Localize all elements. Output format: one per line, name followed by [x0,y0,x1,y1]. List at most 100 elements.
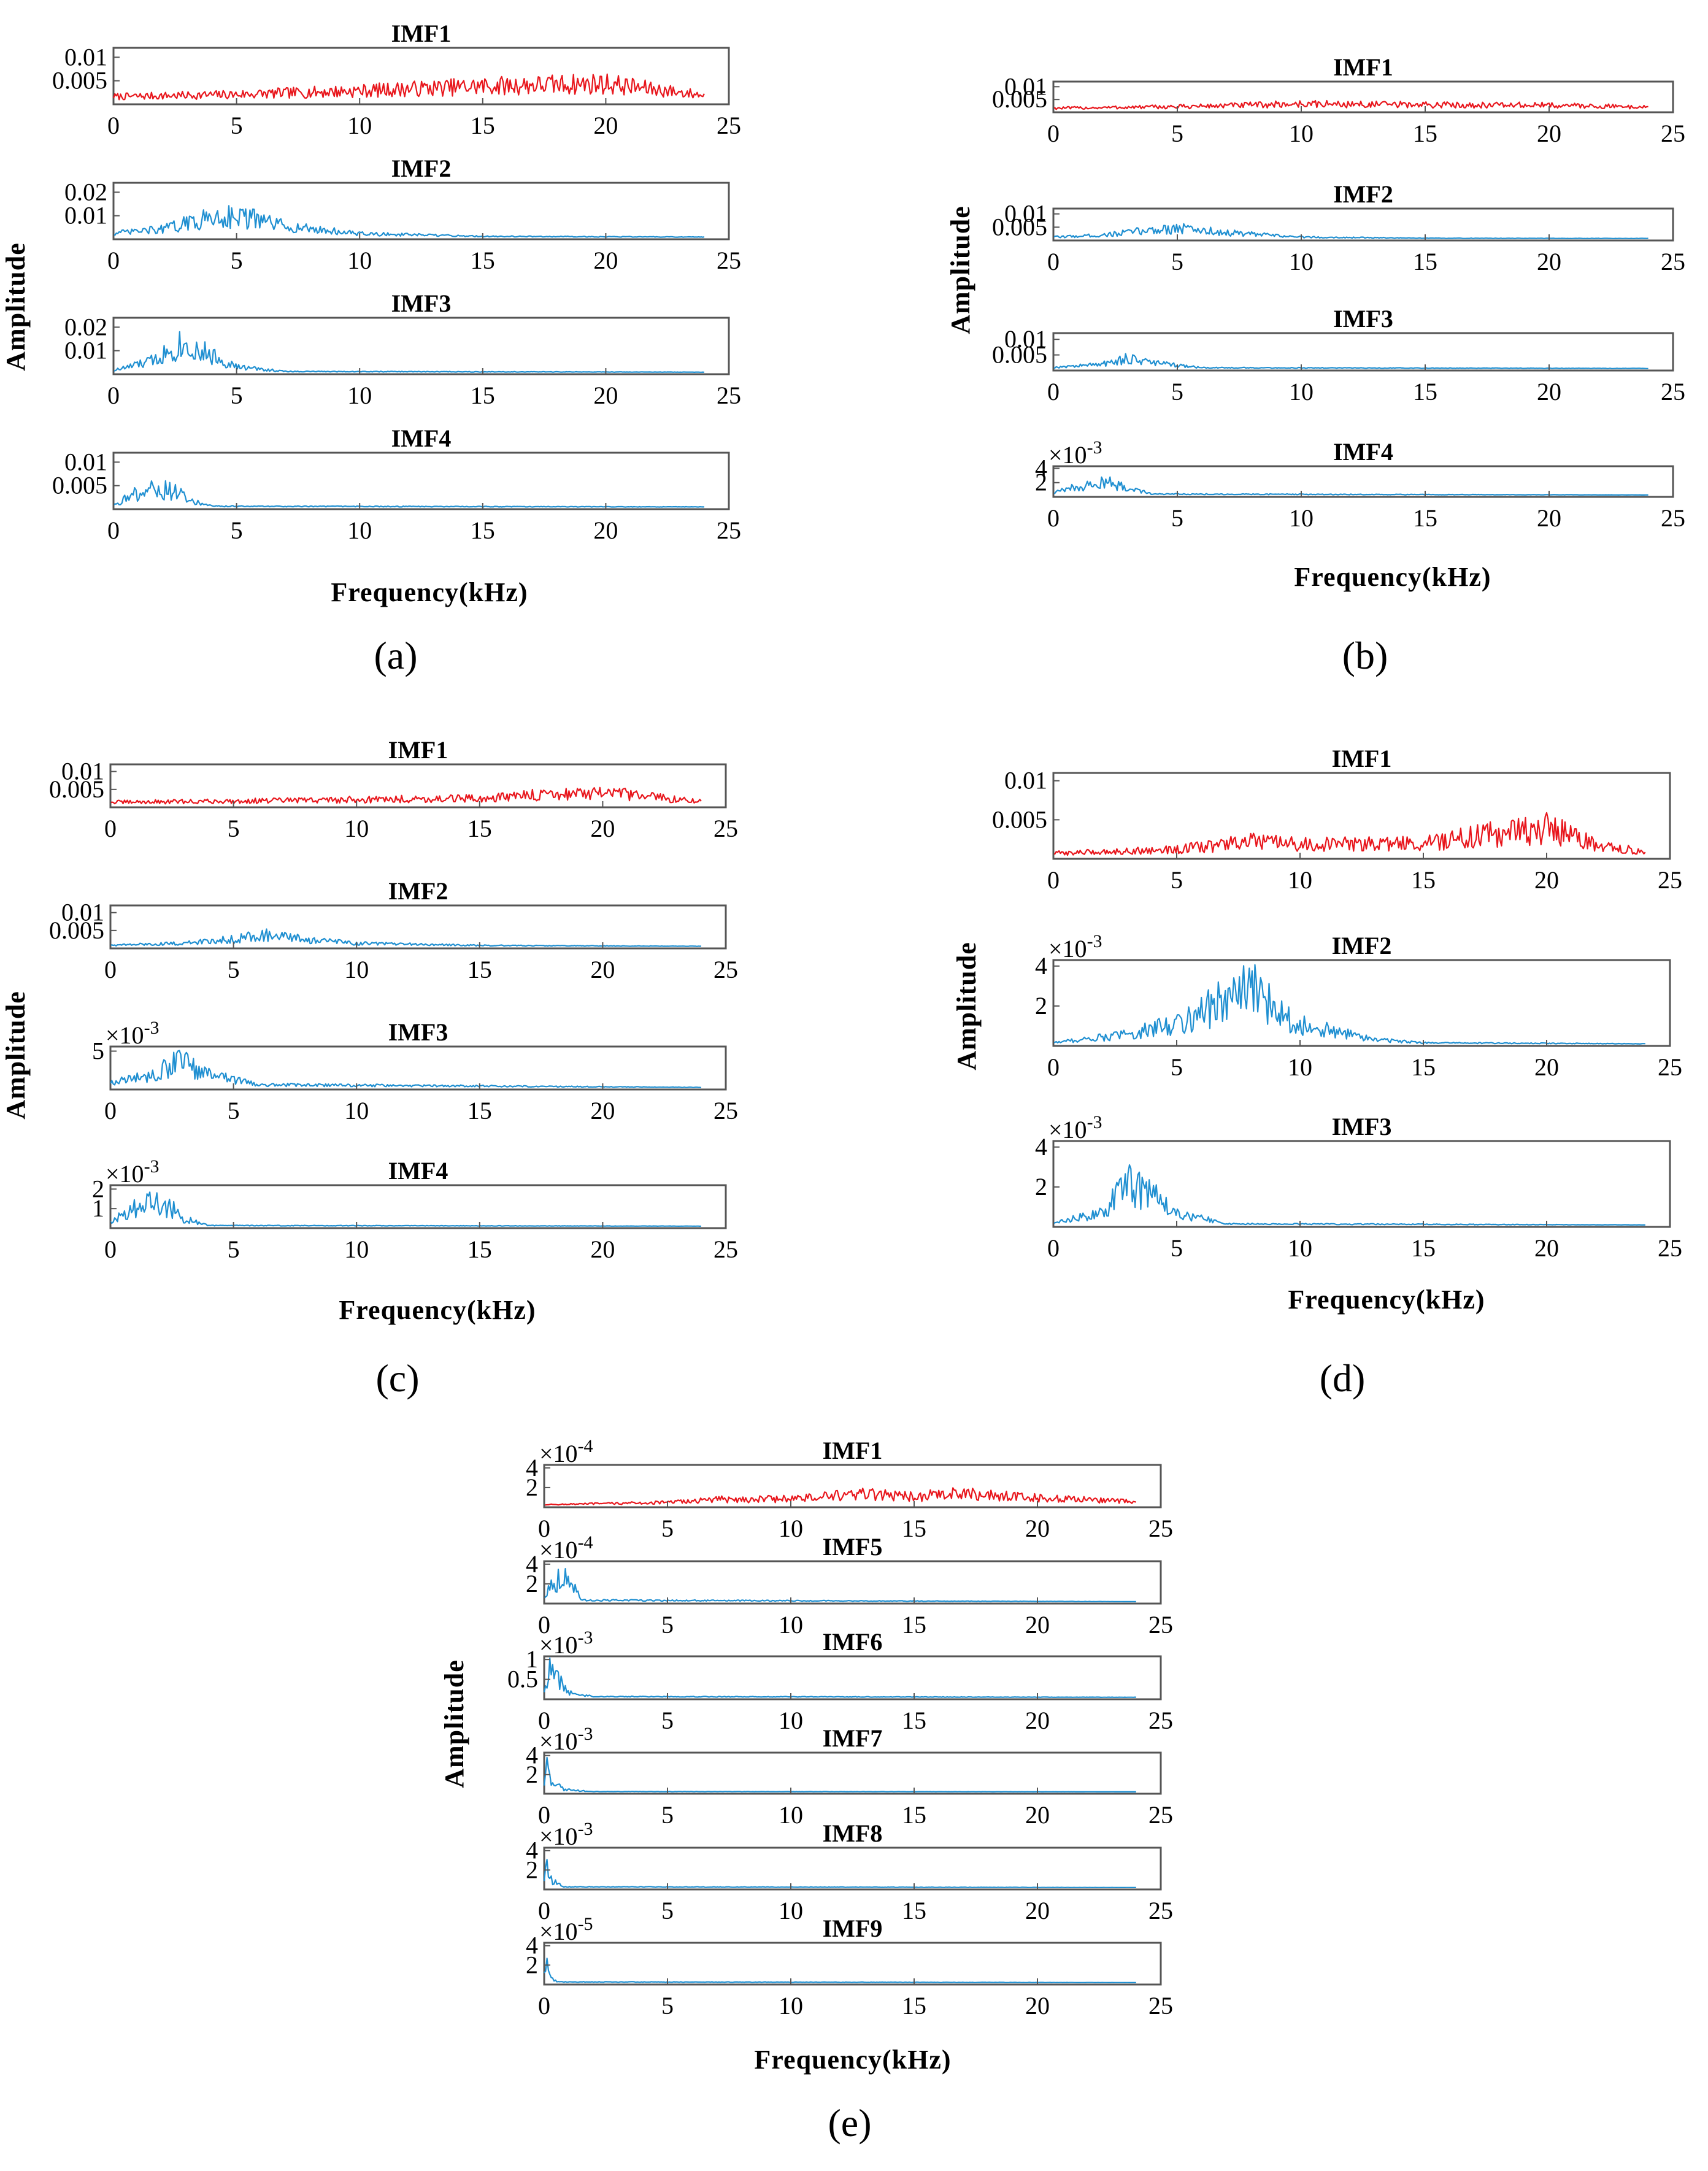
x-tick-label: 25 [1148,1515,1173,1542]
y-tick-label: 0.01 [64,448,107,475]
y-tick-label: 0.005 [52,472,107,499]
x-axis-label: Frequency(kHz) [754,2045,951,2075]
subplot-title: IMF2 [388,877,448,905]
subplot-title: IMF3 [1333,305,1393,332]
x-tick-label: 25 [717,517,741,544]
y-tick-label: 2 [526,1951,538,1978]
subplot-b-imf4: 24 ×10-3 0 5 10 15 20 25 IMF4 [1035,437,1685,532]
y-tick-label: 0.01 [1004,767,1047,794]
x-tick-label: 25 [1658,866,1682,894]
x-tick-label: 15 [902,1801,926,1829]
y-tick-label: 0.01 [1004,325,1047,353]
x-tick-label: 15 [471,247,495,274]
x-tick-label: 25 [1658,1053,1682,1081]
x-tick-label: 20 [1534,866,1559,894]
y-axis-label: Amplitude [439,1659,469,1788]
y-tick-label: 0.005 [49,916,104,944]
y-tick-label: 4 [526,1742,538,1769]
axes-frame [109,763,727,809]
y-tick-label: 0.02 [64,313,107,340]
axes-frame [112,317,730,375]
subplot-title: IMF3 [388,1018,448,1046]
panel-label: (c) [375,1356,419,1400]
y-tick-label: 0.01 [64,43,107,71]
x-tick-label: 15 [902,1992,926,2019]
x-tick-label: 0 [104,956,117,983]
x-tick-label: 25 [1148,1897,1173,1924]
axes-frame [543,1655,1162,1700]
axes-frame [112,182,730,240]
x-tick-label: 0 [104,815,117,842]
panel-label: (a) [374,634,417,677]
x-tick-label: 5 [231,247,243,274]
subplot-d-imf3: 2 4×10-3 0 5 10 15 20 25 IMF3 [1035,1112,1682,1262]
spectrum-line [112,73,705,101]
subplot-title: IMF7 [823,1724,883,1752]
panel-label: (b) [1342,634,1388,677]
x-tick-label: 10 [1288,1234,1312,1262]
x-tick-label: 25 [1661,120,1685,147]
x-tick-label: 5 [661,1897,674,1924]
y-tick-label: 2 [1035,992,1047,1020]
x-tick-label: 25 [717,382,741,409]
x-tick-label: 5 [228,1097,240,1124]
x-tick-label: 20 [1534,1053,1559,1081]
y-exponent-label: ×10-4 [539,1532,593,1564]
y-tick-label: 0.005 [52,67,107,94]
x-tick-label: 20 [593,517,618,544]
y-tick-label: 0.01 [64,337,107,364]
y-tick-label: 0.005 [992,213,1047,240]
x-tick-label: 15 [902,1897,926,1924]
x-tick-label: 5 [1171,120,1183,147]
y-exponent-label: ×10-3 [539,1724,593,1755]
subplot-a-imf3: 0.010.02 0 5 10 15 20 25 IMF3 [64,290,741,409]
x-tick-label: 10 [1289,248,1314,275]
y-tick-label: 4 [526,1932,538,1959]
y-tick-label: 0.005 [992,805,1047,833]
subplot-c-imf4: 12×10-3 0 5 10 15 20 25 IMF4 [92,1156,738,1263]
y-axis-label: Amplitude [1,991,31,1119]
subplot-e-imf9: 24×10-5 0 5 10 15 20 25 IMF9 [526,1914,1173,2019]
x-tick-label: 0 [538,1897,550,1924]
y-tick-label: 1 [526,1645,538,1673]
x-tick-label: 15 [1411,1053,1436,1081]
x-tick-label: 0 [538,1611,550,1639]
x-tick-label: 20 [1537,504,1561,532]
x-tick-label: 25 [714,815,738,842]
x-tick-label: 15 [1411,866,1436,894]
x-tick-label: 5 [661,1515,674,1542]
x-tick-label: 25 [717,112,741,139]
spectrum-line [544,1487,1137,1506]
subplot-title: IMF8 [823,1819,883,1847]
x-tick-label: 20 [1025,1611,1050,1639]
y-exponent-label: ×10-3 [539,1627,593,1659]
panel-label: (d) [1320,1356,1366,1400]
y-axis-label: Amplitude [945,206,975,334]
x-tick-label: 20 [1025,1897,1050,1924]
subplot-e-imf1: 24×10-4 0 5 10 15 20 25 IMF1 [526,1436,1173,1542]
axes-frame [1052,465,1674,498]
x-tick-label: 10 [344,1235,369,1263]
subplot-title: IMF9 [823,1915,883,1942]
x-tick-label: 10 [779,1897,803,1924]
x-tick-label: 15 [471,517,495,544]
axes-frame [1052,332,1674,372]
x-tick-label: 10 [347,112,372,139]
axes-frame [543,1846,1162,1891]
subplot-e-imf6: 0.51×10-3 0 5 10 15 20 25 IMF6 [507,1627,1173,1734]
x-tick-label: 10 [1289,120,1314,147]
x-tick-label: 20 [1537,248,1561,275]
x-tick-label: 20 [1025,1801,1050,1829]
subplot-e-imf7: 24×10-3 0 5 10 15 20 25 IMF7 [526,1724,1173,1829]
x-tick-label: 0 [1047,248,1060,275]
spectrum-line [110,786,702,805]
x-tick-label: 5 [661,1992,674,2019]
y-tick-label: 0.01 [61,758,104,785]
panel-label: (e) [828,2101,871,2145]
y-axis-label: Amplitude [952,942,982,1070]
